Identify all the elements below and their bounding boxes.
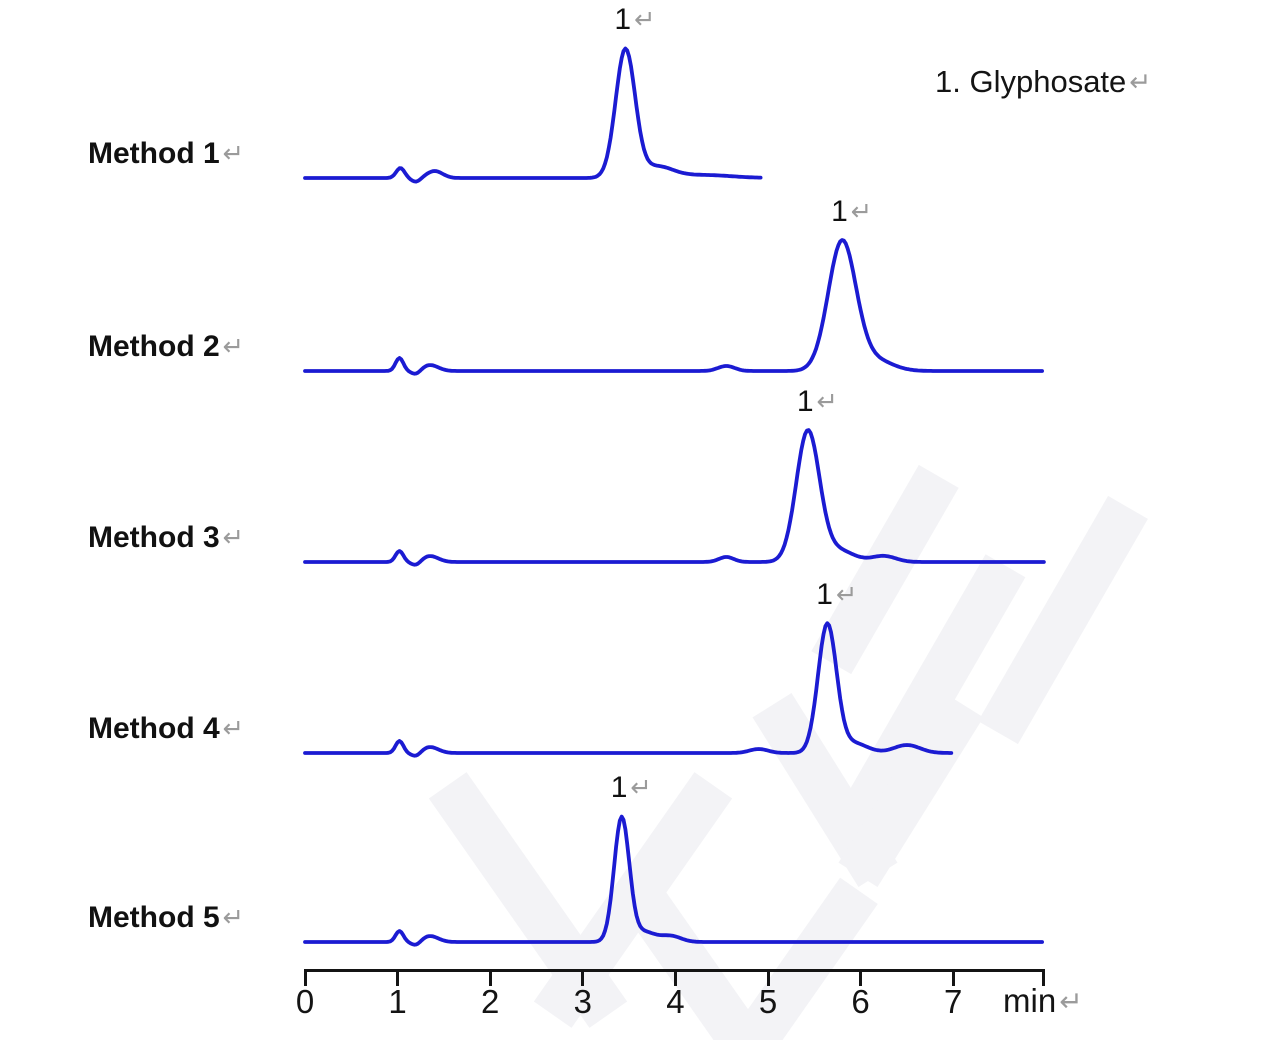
return-mark-icon: ↵ — [222, 333, 245, 361]
axis-tick-1 — [396, 969, 400, 986]
axis-tick-label-3: 3 — [573, 983, 592, 1020]
axis-tick-label-4: 4 — [666, 983, 685, 1020]
return-mark-icon: ↵ — [222, 524, 245, 552]
peak-label-method-1: 1 ↵ — [614, 3, 656, 36]
axis-tick-label-5: 5 — [758, 983, 778, 1020]
trace-method-2 — [303, 238, 1044, 376]
trace-method-3 — [303, 428, 1046, 567]
legend: 1. Glyphosate ↵ — [935, 63, 1151, 102]
return-mark-icon: ↵ — [850, 198, 873, 226]
method-label-3: Method 3 ↵ — [88, 521, 245, 554]
axis-tick-label-2: 2 — [481, 983, 500, 1020]
return-mark-icon: ↵ — [222, 904, 245, 932]
axis-tick-6 — [859, 969, 863, 986]
trace-method-1 — [303, 46, 763, 184]
method-label-5: Method 5 ↵ — [88, 901, 245, 934]
return-mark-icon: ↵ — [816, 388, 838, 416]
return-mark-icon: ↵ — [222, 715, 245, 743]
peak-label-method-4: 1 ↵ — [816, 578, 858, 611]
peak-label-method-2: 1 ↵ — [831, 195, 873, 228]
axis-tick-0 — [303, 969, 307, 986]
axis-tick-2 — [488, 969, 492, 986]
axis-tick-label-1: 1 — [388, 983, 407, 1020]
axis-unit-text: min — [1003, 982, 1057, 1019]
axis-end-tick — [1042, 969, 1045, 986]
method-label-4: Method 4 ↵ — [88, 712, 245, 745]
trace-method-5 — [303, 814, 1044, 947]
method-label-2: Method 2 ↵ — [88, 330, 245, 363]
axis-tick-label-0: 0 — [295, 983, 315, 1020]
return-mark-icon: ↵ — [1129, 67, 1152, 97]
return-mark-icon: ↵ — [634, 6, 656, 34]
method-label-1: Method 1 ↵ — [88, 137, 245, 170]
peak-label-method-3: 1 ↵ — [796, 385, 838, 418]
axis-unit-label: min ↵ — [1003, 983, 1083, 1021]
return-mark-icon: ↵ — [222, 140, 245, 168]
axis-tick-5 — [766, 969, 770, 986]
axis-tick-label-6: 6 — [851, 983, 870, 1020]
return-mark-icon: ↵ — [835, 581, 858, 609]
return-mark-icon: ↵ — [1059, 986, 1083, 1017]
axis-tick-7 — [951, 969, 955, 986]
legend-entry-text: 1. Glyphosate — [935, 64, 1127, 99]
trace-method-4 — [303, 621, 954, 758]
return-mark-icon: ↵ — [630, 774, 652, 802]
peak-label-method-5: 1 ↵ — [610, 771, 652, 804]
axis-tick-label-7: 7 — [944, 983, 963, 1020]
axis-tick-4 — [673, 969, 677, 986]
axis-tick-3 — [581, 969, 585, 986]
